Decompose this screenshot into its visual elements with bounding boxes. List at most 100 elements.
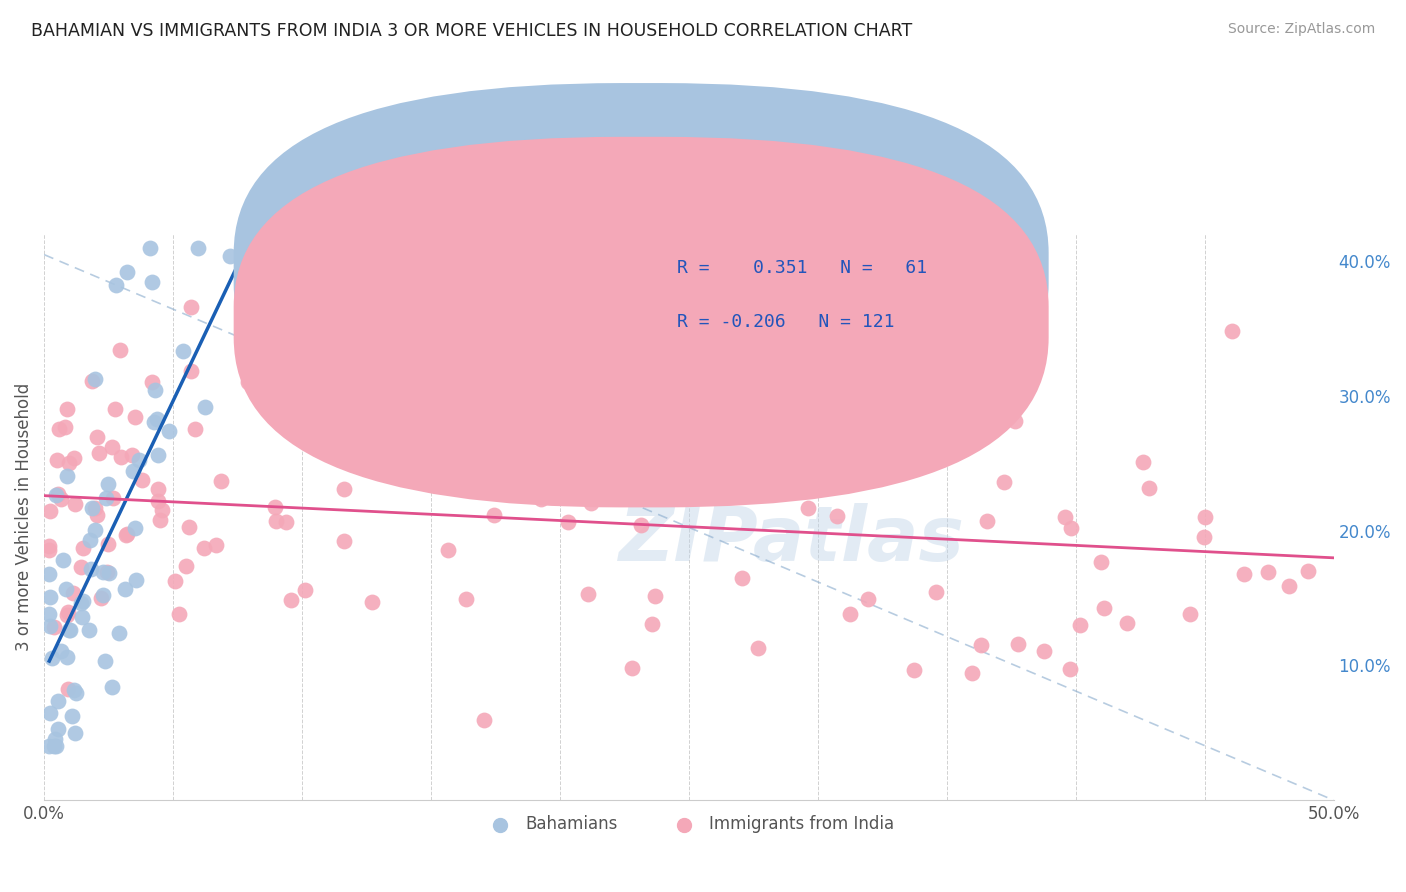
Point — [745, 405, 768, 419]
Point — [1090, 555, 1112, 569]
Point — [482, 508, 505, 522]
Point — [172, 343, 194, 358]
Point — [83, 500, 105, 515]
Point — [1053, 509, 1076, 524]
Point — [46, 453, 69, 467]
Point — [332, 533, 354, 548]
Point — [169, 607, 191, 621]
Text: Source: ZipAtlas.com: Source: ZipAtlas.com — [1227, 22, 1375, 37]
Point — [63, 682, 86, 697]
Point — [38, 542, 60, 557]
Point — [125, 574, 148, 588]
Point — [94, 491, 117, 505]
Point — [174, 559, 197, 574]
Point — [194, 400, 217, 414]
Point — [530, 491, 553, 506]
Point — [62, 586, 84, 600]
Point — [90, 591, 112, 606]
Point — [1178, 607, 1201, 622]
Point — [1060, 520, 1083, 534]
Point — [53, 420, 76, 434]
Point — [63, 497, 86, 511]
Point — [280, 592, 302, 607]
Point — [962, 665, 984, 680]
Point — [56, 401, 79, 416]
Point — [97, 566, 120, 581]
Point — [110, 450, 132, 464]
Point — [1007, 637, 1029, 651]
Point — [38, 567, 60, 582]
Point — [747, 641, 769, 656]
Point — [97, 537, 120, 551]
Point — [1032, 644, 1054, 658]
Point — [1115, 615, 1137, 630]
Text: ZIPatlas: ZIPatlas — [619, 503, 965, 577]
Point — [89, 446, 111, 460]
Point — [579, 496, 602, 510]
Point — [976, 514, 998, 528]
Point — [107, 626, 129, 640]
Point — [52, 552, 75, 566]
Point — [231, 241, 253, 255]
Point — [621, 660, 644, 674]
Point — [437, 543, 460, 558]
Point — [193, 541, 215, 555]
Point — [1233, 567, 1256, 582]
Point — [219, 249, 242, 263]
Point — [124, 521, 146, 535]
Point — [60, 708, 83, 723]
Point — [58, 456, 80, 470]
Point — [141, 275, 163, 289]
Point — [903, 663, 925, 677]
Point — [96, 566, 118, 580]
Point — [180, 300, 202, 314]
Point — [55, 582, 77, 596]
Point — [159, 424, 181, 438]
Point — [924, 584, 946, 599]
Point — [70, 560, 93, 574]
Point — [121, 448, 143, 462]
Point — [839, 607, 862, 622]
Point — [38, 607, 60, 621]
Point — [918, 444, 941, 458]
Point — [44, 732, 66, 747]
Point — [45, 739, 67, 754]
Point — [1094, 600, 1116, 615]
Point — [38, 504, 60, 518]
Point — [97, 476, 120, 491]
Point — [39, 590, 62, 604]
Point — [148, 482, 170, 496]
Point — [605, 472, 627, 486]
Point — [93, 588, 115, 602]
Point — [637, 443, 659, 458]
Point — [884, 430, 907, 444]
Point — [491, 461, 513, 475]
Point — [101, 680, 124, 694]
Point — [825, 509, 848, 524]
Point — [576, 587, 599, 601]
Point — [48, 694, 70, 708]
Point — [58, 623, 80, 637]
Point — [1278, 579, 1301, 593]
Point — [84, 372, 107, 386]
Point — [41, 651, 63, 665]
Point — [72, 541, 94, 555]
Point — [100, 440, 122, 454]
Point — [316, 241, 339, 255]
Point — [146, 449, 169, 463]
Point — [922, 376, 945, 390]
Point — [762, 475, 785, 490]
Point — [1257, 565, 1279, 579]
FancyBboxPatch shape — [592, 237, 998, 342]
Point — [236, 321, 259, 335]
Point — [1222, 324, 1244, 338]
Point — [993, 475, 1015, 489]
Point — [149, 513, 172, 527]
Point — [46, 723, 69, 737]
Point — [1296, 564, 1319, 578]
Point — [970, 638, 993, 652]
Point — [104, 402, 127, 417]
Point — [179, 519, 201, 533]
Point — [124, 409, 146, 424]
Point — [70, 609, 93, 624]
